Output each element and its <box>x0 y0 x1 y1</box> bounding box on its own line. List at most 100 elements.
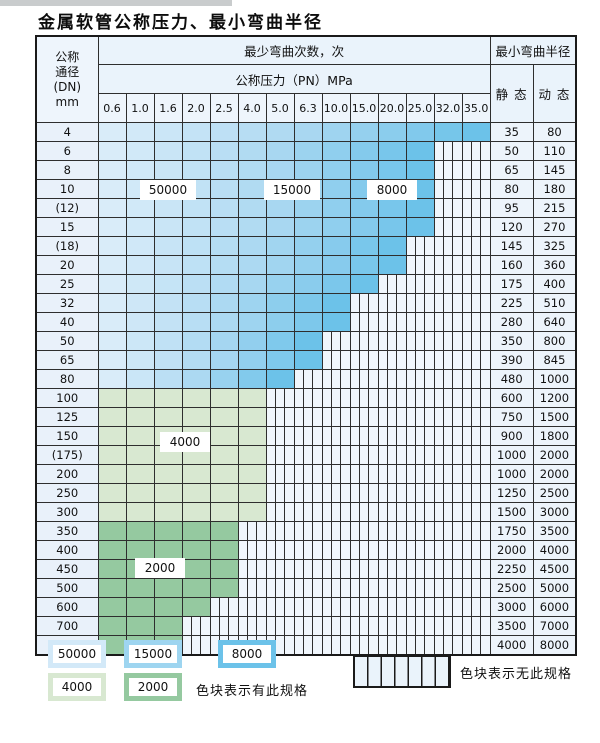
cell-available <box>265 236 295 256</box>
cell-unavailable <box>461 331 491 351</box>
cell-available <box>125 597 155 617</box>
dynamic-radius-value: 360 <box>532 255 577 275</box>
cell-unavailable <box>377 635 407 656</box>
cell-available <box>237 502 267 522</box>
cell-available <box>349 160 379 180</box>
dn-label: 40 <box>35 312 99 332</box>
cell-available <box>349 274 379 294</box>
static-column-header: 静 态 <box>489 64 534 123</box>
cell-unavailable <box>377 274 407 294</box>
dn-label: 6 <box>35 141 99 161</box>
static-radius-value: 350 <box>489 331 534 351</box>
cell-available <box>209 578 239 598</box>
cell-unavailable <box>349 559 379 579</box>
table-row-dn-6: 6 50 110 <box>35 141 577 161</box>
cell-unavailable <box>377 464 407 484</box>
dynamic-radius-value: 325 <box>532 236 577 256</box>
cell-unavailable <box>461 198 491 218</box>
cell-unavailable <box>321 635 351 656</box>
cell-unavailable <box>377 445 407 465</box>
dynamic-radius-value: 1200 <box>532 388 577 408</box>
cell-unavailable <box>321 578 351 598</box>
cell-available <box>293 217 323 237</box>
static-radius-value: 160 <box>489 255 534 275</box>
cell-available <box>181 597 211 617</box>
cell-unavailable <box>433 597 463 617</box>
cell-available <box>125 312 155 332</box>
cell-unavailable <box>433 445 463 465</box>
cell-available <box>97 331 127 351</box>
table-row-dn-300: 300 1500 3000 <box>35 502 577 522</box>
dynamic-radius-value: 145 <box>532 160 577 180</box>
cell-unavailable <box>377 369 407 389</box>
cell-unavailable <box>461 521 491 541</box>
cell-unavailable <box>461 293 491 313</box>
table-row-dn-80: 80 480 1000 <box>35 369 577 389</box>
cell-unavailable <box>405 255 435 275</box>
cell-unavailable <box>461 179 491 199</box>
cell-available <box>209 559 239 579</box>
dynamic-radius-value: 1000 <box>532 369 577 389</box>
cell-available <box>237 255 267 275</box>
cell-unavailable <box>461 369 491 389</box>
page-title: 金属软管公称压力、最小弯曲半径 <box>38 13 323 33</box>
cell-available <box>209 274 239 294</box>
pressure-tick-32.0: 32.0 <box>433 93 463 123</box>
cell-unavailable <box>461 635 491 656</box>
cell-unavailable <box>461 597 491 617</box>
cell-available <box>293 312 323 332</box>
table-row-dn-25: 25 175 400 <box>35 274 577 294</box>
cell-available <box>97 236 127 256</box>
cell-available <box>153 350 183 370</box>
cell-available <box>321 293 351 313</box>
cycle-zone-label-50000: 50000 <box>141 181 195 199</box>
dn-column-header: 公称 通径 (DN) mm <box>35 35 99 123</box>
static-radius-value: 3000 <box>489 597 534 617</box>
table-row-dn-250: 250 1250 2500 <box>35 483 577 503</box>
dn-header-line: mm <box>55 94 79 109</box>
cell-unavailable <box>349 388 379 408</box>
cell-unavailable <box>461 426 491 446</box>
static-radius-value: 120 <box>489 217 534 237</box>
cell-available <box>377 236 407 256</box>
legend-unavailable-swatch <box>353 655 451 688</box>
cell-available <box>209 388 239 408</box>
dynamic-radius-value: 215 <box>532 198 577 218</box>
cell-available <box>97 350 127 370</box>
cell-unavailable <box>433 179 463 199</box>
legend-unavailable-text: 色块表示无此规格 <box>460 667 573 682</box>
cell-available <box>181 255 211 275</box>
dn-label: (18) <box>35 236 99 256</box>
cell-available <box>237 426 267 446</box>
table-row-dn-500: 500 2500 5000 <box>35 578 577 598</box>
cell-unavailable <box>265 635 295 656</box>
cell-available <box>293 236 323 256</box>
cell-available <box>97 179 127 199</box>
pressure-tick-10.0: 10.0 <box>321 93 351 123</box>
dn-label: 80 <box>35 369 99 389</box>
spec-table-wrapper: 公称 通径 (DN) mm 最少弯曲次数，次 最小弯曲半径 公称压力（PN）MPa 静 态动 … <box>35 35 578 656</box>
cell-available <box>237 236 267 256</box>
cell-unavailable <box>349 540 379 560</box>
table-row-dn-100: 100 600 1200 <box>35 388 577 408</box>
table-row-dn-32: 32 225 510 <box>35 293 577 313</box>
cell-unavailable <box>181 635 211 656</box>
cell-available <box>97 407 127 427</box>
cell-unavailable <box>237 559 267 579</box>
cell-available <box>153 540 183 560</box>
cell-unavailable <box>377 426 407 446</box>
dynamic-radius-value: 180 <box>532 179 577 199</box>
cycle-zone-label-8000: 8000 <box>368 181 416 199</box>
cell-unavailable <box>265 616 295 636</box>
cell-available <box>461 122 491 142</box>
static-radius-value: 175 <box>489 274 534 294</box>
static-radius-value: 1750 <box>489 521 534 541</box>
cell-available <box>97 255 127 275</box>
cell-unavailable <box>405 540 435 560</box>
cell-unavailable <box>237 616 267 636</box>
table-row-dn-8: 8 65 145 <box>35 160 577 180</box>
dn-label: 350 <box>35 521 99 541</box>
cell-unavailable <box>461 236 491 256</box>
cell-unavailable <box>265 407 295 427</box>
